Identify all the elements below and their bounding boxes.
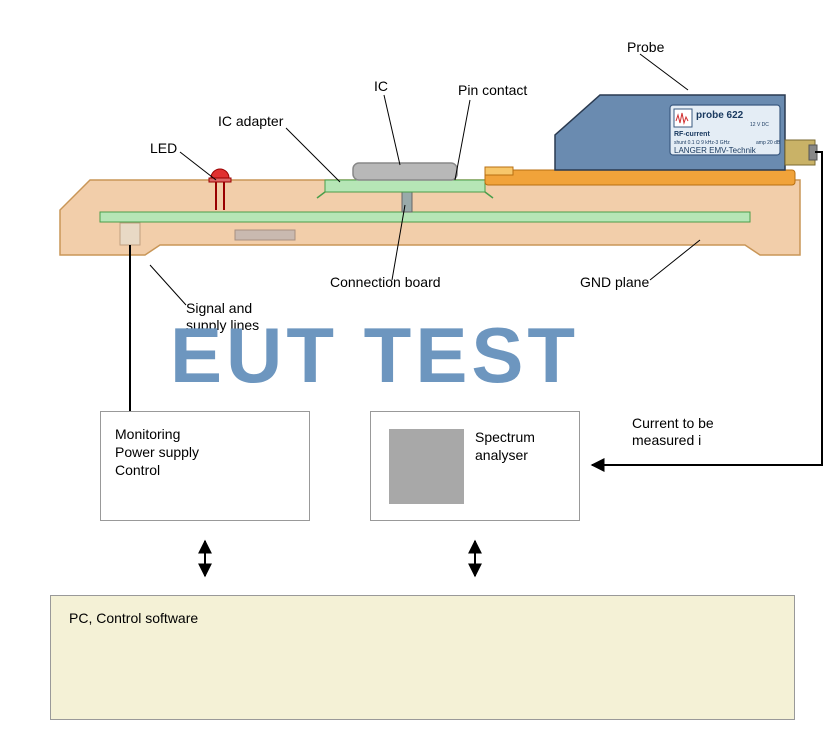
probe-label: probe 622 12 V DC RF-current shunt 0.1 Ω 9 … [670,105,781,155]
leader-led [180,152,216,180]
leader-ic_adapter [286,128,340,182]
label-ic-adapter: IC adapter [218,113,283,129]
watermark: EUT TEST [170,310,579,401]
spectrum-box: Spectrum analyser [370,411,580,521]
probe-body [555,95,785,170]
label-led: LED [150,140,177,156]
ic-adapter [325,180,485,192]
spectrum-l2: analyser [475,447,528,463]
pc-box: PC, Control software [50,595,795,720]
pc-label: PC, Control software [69,610,198,626]
leader-conn_board [392,205,405,280]
pin-contact [485,167,513,175]
monitoring-l3: Control [115,462,160,478]
spectrum-l1: Spectrum [475,429,535,445]
probe-base [485,170,795,185]
leader-gnd_plane [650,240,700,280]
leader-probe [640,54,688,90]
small-connector [120,223,140,245]
svg-text:amp 20 dB: amp 20 dB [756,140,781,146]
svg-text:12 V DC: 12 V DC [750,122,769,128]
probe-connector [785,140,815,165]
wire-right [695,152,822,465]
label-gnd-plane: GND plane [580,274,649,290]
svg-text:shunt 0.1 Ω 9 kHz-3 GHz: shunt 0.1 Ω 9 kHz-3 GHz [674,140,730,146]
led-icon [211,169,229,178]
monitoring-l1: Monitoring [115,426,180,442]
leader-signal [150,265,186,305]
label-probe: Probe [627,39,664,55]
svg-text:probe 622: probe 622 [696,110,744,121]
svg-text:RF-current: RF-current [674,131,710,138]
spectrum-screen [389,429,464,504]
label-current-l2: measured i [632,432,701,448]
svg-text:LANGER EMV-Technik: LANGER EMV-Technik [674,146,757,155]
under-piece [235,230,295,240]
leader-pin_contact [455,100,470,180]
label-current-l1: Current to be [632,415,714,431]
board-body [60,180,800,255]
stem [402,192,412,212]
label-pin-contact: Pin contact [458,82,527,98]
label-ic: IC [374,78,388,94]
leader-ic [384,95,400,165]
inner-pcb [100,212,750,222]
monitoring-l2: Power supply [115,444,199,460]
label-connection-board: Connection board [330,274,441,290]
monitoring-box: Monitoring Power supply Control [100,411,310,521]
ic-chip [353,163,457,180]
